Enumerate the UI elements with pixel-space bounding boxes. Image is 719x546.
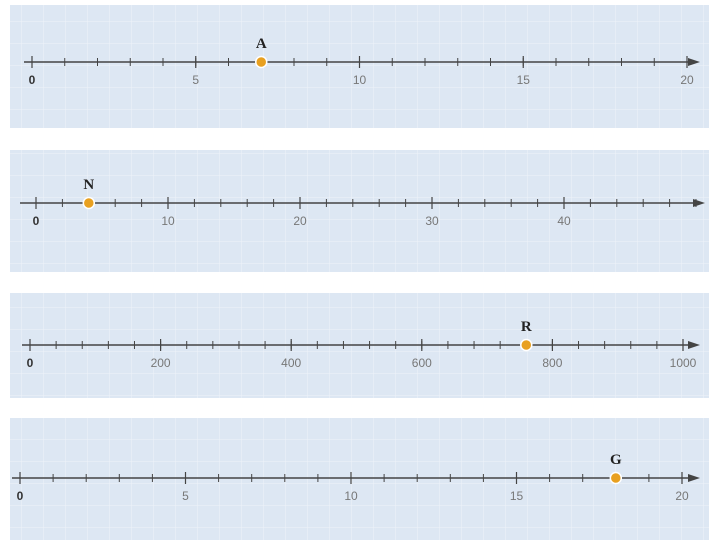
tick-label: 5	[192, 73, 199, 87]
point	[520, 338, 533, 352]
tick-label: 20	[293, 214, 307, 228]
axis-arrow	[688, 58, 700, 66]
tick-label: 10	[353, 73, 367, 87]
point	[609, 471, 623, 485]
tick-label: 30	[425, 214, 439, 228]
point	[255, 55, 268, 69]
tick-label: 15	[510, 489, 524, 503]
tick-label: 40	[557, 214, 571, 228]
tick-label: 10	[344, 489, 358, 503]
tick-label: 0	[27, 356, 34, 370]
point	[82, 196, 96, 210]
tick-label: 0	[33, 214, 40, 228]
tick-label: 0	[29, 73, 36, 87]
tick-label: 600	[412, 356, 432, 370]
number-line-panel: 0 200 400 600 800 1000 R	[10, 293, 709, 398]
axis-arrow	[688, 474, 700, 482]
number-line-panel: 0 5 10 15 20 A	[10, 5, 709, 128]
tick-label: 200	[151, 356, 171, 370]
tick-label: 5	[182, 489, 189, 503]
tick-label: 800	[542, 356, 562, 370]
tick-label: 1000	[670, 356, 697, 370]
panel-background	[10, 150, 709, 272]
point-label: G	[610, 452, 622, 468]
number-line-panel: 0 5 10 15 20 G	[10, 418, 709, 540]
point-label: R	[521, 319, 532, 335]
panel-background	[10, 418, 709, 540]
tick-label: 400	[281, 356, 301, 370]
tick-label: 20	[680, 73, 694, 87]
axis-arrow	[688, 341, 700, 349]
tick-label: 15	[517, 73, 531, 87]
point-label: N	[83, 177, 94, 193]
number-line-panel: 0 10 20 30 40 N	[10, 150, 709, 272]
tick-label: 10	[161, 214, 175, 228]
tick-label: 0	[17, 489, 24, 503]
point-label: A	[256, 36, 267, 52]
tick-label: 20	[675, 489, 689, 503]
